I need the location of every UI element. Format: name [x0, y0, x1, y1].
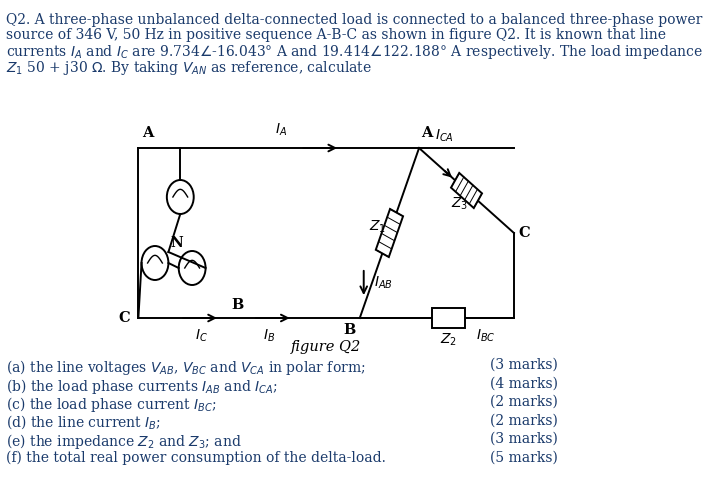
Text: (3 marks): (3 marks) [491, 358, 558, 372]
Bar [432, 308, 466, 328]
Text: C: C [119, 311, 131, 325]
Text: (a) the line voltages $V_{AB}$, $V_{BC}$ and $V_{CA}$ in polar form;: (a) the line voltages $V_{AB}$, $V_{BC}$… [6, 358, 366, 377]
Text: A: A [142, 126, 154, 140]
Text: $I_A$: $I_A$ [275, 122, 287, 138]
Text: (d) the line current $I_B$;: (d) the line current $I_B$; [6, 414, 161, 432]
Text: (f) the total real power consumption of the delta-load.: (f) the total real power consumption of … [6, 450, 386, 465]
Text: $Z_2$: $Z_2$ [441, 332, 457, 348]
Text: (3 marks): (3 marks) [491, 432, 558, 446]
Text: B: B [231, 298, 243, 312]
Text: A: A [421, 126, 433, 140]
Text: $Z_1$ 50 + j30 $\Omega$. By taking $V_{AN}$ as reference, calculate: $Z_1$ 50 + j30 $\Omega$. By taking $V_{A… [6, 59, 372, 76]
Text: $I_{CA}$: $I_{CA}$ [435, 128, 454, 144]
Text: (c) the load phase current $I_{BC}$;: (c) the load phase current $I_{BC}$; [6, 395, 217, 414]
Text: (b) the load phase currents $I_{AB}$ and $I_{CA}$;: (b) the load phase currents $I_{AB}$ and… [6, 376, 278, 395]
Text: $I_{AB}$: $I_{AB}$ [374, 275, 393, 291]
Text: B: B [343, 323, 356, 337]
Text: (2 marks): (2 marks) [491, 395, 558, 409]
Polygon shape [451, 173, 482, 208]
Text: currents $I_A$ and $I_C$ are 9.734$\angle$-16.043° A and 19.414$\angle$122.188° : currents $I_A$ and $I_C$ are 9.734$\angl… [6, 44, 703, 62]
Text: source of 346 V, 50 Hz in positive sequence A-B-C as shown in figure Q2. It is k: source of 346 V, 50 Hz in positive seque… [6, 28, 666, 42]
Text: (e) the impedance $Z_2$ and $Z_3$; and: (e) the impedance $Z_2$ and $Z_3$; and [6, 432, 242, 451]
Text: $I_C$: $I_C$ [195, 328, 208, 344]
Text: $Z_3$: $Z_3$ [451, 195, 468, 212]
Text: $Z_1$: $Z_1$ [369, 218, 386, 235]
Text: C: C [518, 226, 530, 240]
Text: (2 marks): (2 marks) [491, 414, 558, 428]
Text: (5 marks): (5 marks) [491, 450, 558, 464]
Text: $I_B$: $I_B$ [263, 328, 275, 344]
Text: (4 marks): (4 marks) [491, 376, 558, 390]
Polygon shape [376, 209, 403, 257]
Text: N: N [171, 236, 183, 250]
Text: figure Q2: figure Q2 [291, 340, 361, 354]
Text: $I_{BC}$: $I_{BC}$ [476, 328, 496, 344]
Text: Q2. A three-phase unbalanced delta-connected load is connected to a balanced thr: Q2. A three-phase unbalanced delta-conne… [6, 13, 703, 27]
